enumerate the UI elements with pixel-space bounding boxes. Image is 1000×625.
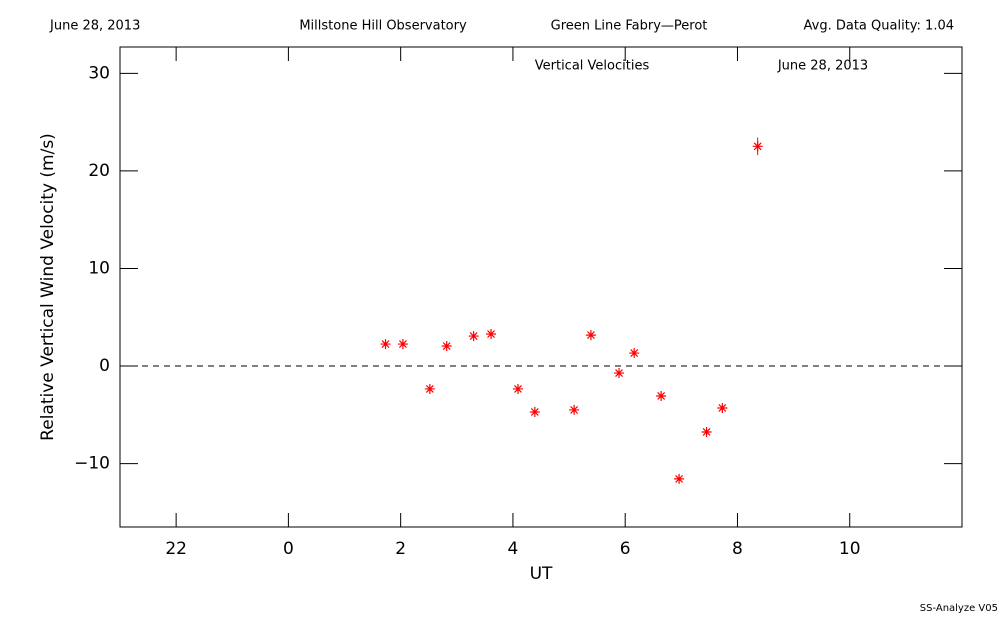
- chart-title: Vertical Velocities: [535, 59, 650, 74]
- header-date: June 28, 2013: [49, 19, 140, 34]
- data-point: [656, 390, 667, 401]
- data-point: [512, 383, 523, 394]
- data-point: [585, 330, 596, 341]
- data-point: [441, 341, 452, 352]
- data-point: [424, 383, 435, 394]
- x-tick-label: 0: [283, 539, 294, 559]
- header-quality: Avg. Data Quality: 1.04: [804, 19, 954, 34]
- y-tick-label: 0: [99, 356, 110, 376]
- header-instrument: Green Line Fabry—Perot: [551, 19, 708, 34]
- y-tick-label: −10: [74, 454, 110, 474]
- data-point: [701, 426, 712, 437]
- data-point: [380, 339, 391, 350]
- header-observatory: Millstone Hill Observatory: [299, 19, 467, 34]
- data-point: [569, 404, 580, 415]
- chart-subtitle: June 28, 2013: [777, 59, 868, 74]
- x-tick-label: 4: [508, 539, 519, 559]
- footer: SS-Analyze V05: [920, 603, 998, 614]
- x-tick-label: 6: [620, 539, 631, 559]
- plot-frame: [119, 46, 963, 528]
- x-tick-label: 10: [839, 539, 861, 559]
- data-point: [717, 402, 728, 413]
- data-point: [486, 329, 497, 340]
- x-axis-label: UT: [530, 564, 553, 584]
- y-tick-label: 30: [88, 63, 110, 83]
- data-point: [397, 339, 408, 350]
- data-point: [468, 331, 479, 342]
- data-point: [629, 348, 640, 359]
- x-tick-label: 8: [732, 539, 743, 559]
- x-tick-label: 2: [395, 539, 406, 559]
- y-tick-label: 20: [88, 161, 110, 181]
- data-point: [529, 406, 540, 417]
- x-tick-label: 22: [165, 539, 187, 559]
- data-point: [674, 473, 685, 484]
- data-point: [614, 368, 625, 379]
- y-tick-label: 10: [88, 258, 110, 278]
- data-point: [752, 141, 763, 152]
- y-axis-label: Relative Vertical Wind Velocity (m/s): [38, 133, 58, 441]
